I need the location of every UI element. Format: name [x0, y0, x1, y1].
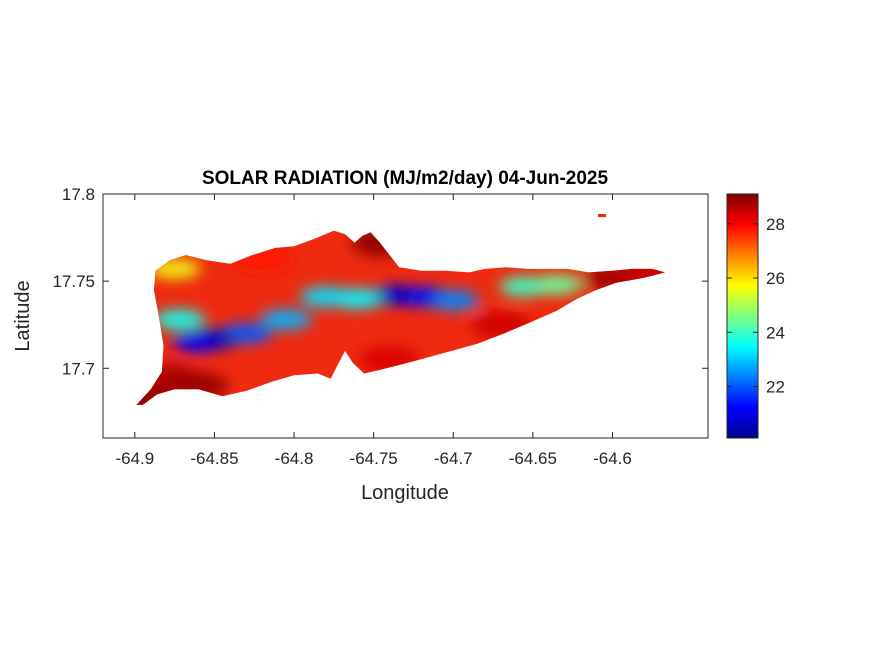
field-feature [136, 385, 173, 405]
field-core [180, 336, 217, 349]
y-tick-label: 17.8 [62, 185, 95, 204]
x-tick-label: -64.7 [434, 449, 473, 468]
x-tick-label: -64.75 [350, 449, 398, 468]
x-axis-label: Longitude [361, 482, 449, 504]
axes-box [102, 193, 709, 439]
x-tick-label: -64.8 [275, 449, 314, 468]
y-axis-label: Latitude [12, 280, 34, 351]
field-core [379, 289, 416, 302]
field-core [538, 278, 575, 291]
field-core [435, 294, 472, 307]
y-axis-ticks: 17.7 17.75 17.8 [52, 185, 708, 378]
islet [598, 214, 606, 217]
colorbar-gradient [726, 193, 759, 439]
x-tick-label: -64.6 [593, 449, 632, 468]
colorbar-tick-label: 28 [766, 215, 785, 234]
field-core [268, 313, 305, 326]
field-core [406, 290, 443, 303]
colorbar-tick-label: 22 [766, 377, 785, 396]
colorbar: 22 24 26 28 [726, 193, 785, 439]
colorbar-ticks: 22 24 26 28 [727, 215, 785, 396]
field-core [506, 280, 543, 293]
y-tick-label: 17.75 [52, 272, 95, 291]
x-tick-label: -64.9 [115, 449, 154, 468]
y-tick-label: 17.7 [62, 359, 95, 378]
field-core [307, 290, 344, 303]
x-axis-ticks: -64.9 -64.85 -64.8 -64.75 -64.7 -64.65 -64.6 [115, 194, 632, 468]
chart-title: SOLAR RADIATION (MJ/m2/day) 04-Jun-2025 [202, 168, 609, 189]
main-axes: -64.9 -64.85 -64.8 -64.75 -64.7 -64.65 -64.6 1… [12, 168, 709, 504]
x-tick-label: -64.65 [509, 449, 557, 468]
colorbar-tick-label: 26 [766, 269, 785, 288]
field-core [228, 327, 265, 340]
x-tick-label: -64.85 [190, 449, 238, 468]
colorbar-tick-label: 24 [766, 323, 785, 342]
field-core [339, 292, 376, 305]
field-core [161, 313, 198, 326]
